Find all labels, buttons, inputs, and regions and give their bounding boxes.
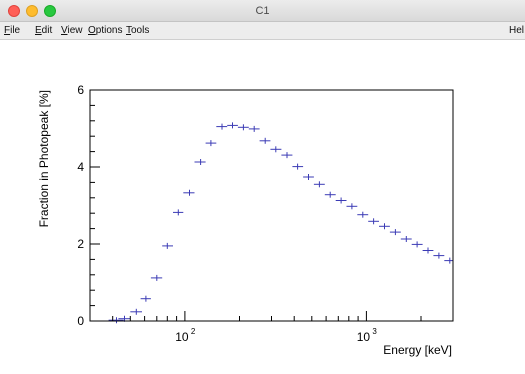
data-point: [335, 197, 347, 204]
data-point: [173, 209, 184, 216]
data-point: [313, 181, 325, 188]
menu-file-mnemonic: F: [4, 25, 11, 36]
data-point: [194, 159, 206, 165]
data-point: [411, 241, 423, 248]
data-point: [259, 137, 271, 144]
y-tick-label: 4: [77, 160, 84, 174]
data-point: [357, 211, 369, 218]
y-axis-ticks: 0 2 4 6: [77, 83, 100, 328]
minimize-window-button[interactable]: [26, 5, 38, 17]
y-tick-label: 0: [77, 314, 84, 328]
y-tick-label: 6: [77, 83, 84, 97]
data-point: [130, 308, 142, 315]
menu-view[interactable]: View: [61, 22, 83, 40]
data-point: [292, 163, 304, 170]
data-point: [270, 146, 282, 153]
data-point: [368, 218, 379, 225]
x-axis-label: Energy [keV]: [383, 343, 452, 357]
menu-options[interactable]: Options: [88, 22, 122, 40]
data-point: [237, 124, 249, 131]
window-title: C1: [255, 5, 270, 17]
data-point: [162, 242, 173, 249]
menu-tools[interactable]: Tools: [126, 22, 149, 40]
data-point: [205, 140, 217, 147]
data-point: [248, 125, 260, 132]
menu-edit-mnemonic: E: [35, 25, 42, 36]
data-point: [150, 274, 163, 281]
menu-view-label: iew: [67, 25, 83, 36]
data-point: [346, 203, 358, 210]
data-point: [183, 189, 195, 196]
menu-tools-label: ools: [131, 25, 150, 36]
menu-edit-label: dit: [41, 25, 53, 36]
data-point: [400, 236, 412, 242]
plot-frame: [89, 89, 454, 322]
menu-options-label: ptions: [95, 25, 123, 36]
chart-marks: [108, 122, 453, 324]
x-tick-exponent: 2: [191, 327, 196, 336]
data-point: [433, 252, 445, 259]
menu-help[interactable]: Hel: [509, 22, 524, 40]
title-bar[interactable]: C1: [0, 0, 525, 22]
data-point: [422, 247, 434, 254]
menu-file-label: ile: [10, 25, 21, 36]
menu-options-mnemonic: O: [88, 25, 96, 36]
menu-file[interactable]: File: [4, 22, 20, 40]
data-point: [444, 257, 453, 264]
menu-edit[interactable]: Edit: [35, 22, 52, 40]
menu-tools-mnemonic: T: [126, 25, 131, 36]
menu-bar: File Edit View Options Tools Hel: [0, 22, 525, 40]
y-tick-label: 2: [77, 237, 84, 251]
x-tick-exponent: 3: [372, 327, 377, 336]
menu-view-mnemonic: V: [61, 25, 68, 36]
data-point: [379, 223, 390, 230]
data-point: [324, 191, 336, 198]
x-tick-label: 10: [175, 330, 189, 344]
close-window-button[interactable]: [8, 5, 20, 17]
x-tick-label: 10: [357, 330, 371, 344]
data-point: [227, 122, 238, 129]
x-axis-ticks: 10 2 10 3: [89, 311, 454, 344]
data-point: [216, 123, 228, 130]
data-point: [281, 152, 293, 159]
data-point: [140, 295, 151, 302]
data-point: [389, 229, 401, 236]
data-point: [303, 174, 314, 180]
data-point: [108, 317, 124, 324]
y-axis-label: Fraction in Photopeak [%]: [37, 90, 51, 227]
menu-help-label: Hel: [509, 25, 525, 36]
maximize-window-button[interactable]: [44, 5, 56, 17]
